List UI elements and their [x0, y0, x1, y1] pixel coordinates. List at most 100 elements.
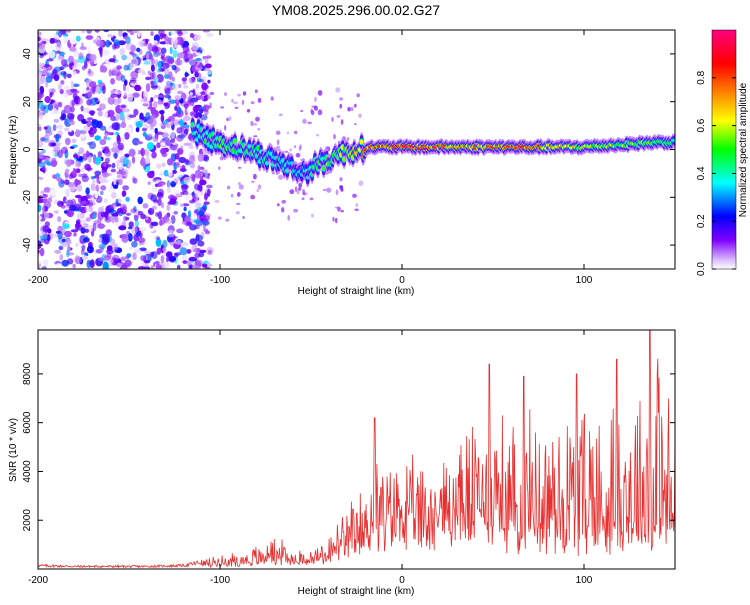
noise-cell	[74, 129, 81, 138]
y-tick-label: 0	[22, 146, 33, 152]
noise-cell	[48, 196, 52, 201]
noise-cell	[161, 261, 170, 269]
scatter-cell	[225, 218, 230, 222]
noise-cell	[191, 212, 198, 221]
noise-cell	[108, 58, 116, 63]
scatter-cell	[250, 120, 254, 127]
scatter-cell	[233, 101, 238, 105]
noise-cell	[155, 59, 159, 67]
scatter-cell	[300, 109, 304, 113]
scatter-cell	[286, 131, 289, 135]
noise-cell	[77, 114, 84, 122]
noise-cell	[106, 164, 112, 168]
noise-cell	[194, 224, 200, 230]
noise-cell	[71, 144, 78, 148]
noise-cell	[57, 101, 63, 108]
scatter-cell	[298, 183, 303, 188]
noise-cell	[167, 158, 173, 166]
noise-cell	[64, 127, 70, 131]
noise-cell	[183, 206, 187, 212]
noise-cell	[124, 132, 130, 140]
noise-cell	[171, 64, 177, 71]
noise-cell	[181, 77, 187, 82]
noise-cell	[103, 135, 108, 140]
colorbar-tick-label: 0.2	[696, 214, 707, 228]
noise-cell	[68, 127, 72, 133]
noise-cell	[39, 247, 45, 257]
noise-cell	[191, 41, 200, 51]
noise-cell	[173, 210, 178, 215]
noise-cell	[111, 122, 120, 131]
noise-cell	[113, 177, 117, 185]
noise-cell	[125, 216, 130, 221]
noise-cell	[122, 108, 130, 113]
noise-cell	[119, 30, 123, 33]
noise-cell	[55, 141, 61, 147]
noise-cell	[198, 210, 204, 217]
noise-cell	[158, 110, 165, 115]
noise-cell	[53, 249, 61, 254]
noise-cell	[99, 139, 107, 146]
noise-cell	[111, 43, 117, 50]
scatter-cell	[220, 106, 225, 109]
noise-cell	[197, 153, 204, 162]
noise-cell	[60, 80, 65, 85]
noise-cell	[74, 160, 82, 168]
noise-cell	[111, 192, 117, 199]
noise-cell	[194, 183, 200, 191]
noise-cell	[164, 88, 171, 96]
noise-cell	[120, 256, 126, 262]
noise-cell	[143, 259, 151, 264]
noise-cell	[163, 217, 170, 222]
noise-cell	[119, 48, 125, 56]
scatter-cell	[238, 182, 241, 186]
noise-cell	[105, 39, 111, 48]
noise-cell	[134, 84, 142, 92]
noise-cell	[195, 58, 202, 61]
scatter-cell	[354, 208, 359, 212]
noise-cell	[81, 219, 86, 227]
scatter-cell	[235, 211, 240, 215]
noise-cell	[73, 232, 77, 237]
noise-cell	[139, 112, 144, 122]
noise-cell	[56, 201, 64, 207]
noise-cell	[38, 151, 44, 159]
noise-cell	[63, 210, 68, 214]
noise-cell	[191, 265, 200, 269]
snr-y-label: SNR (10 * v/v)	[8, 418, 19, 482]
noise-cell	[175, 176, 180, 182]
scatter-cell	[207, 175, 210, 180]
noise-cell	[183, 85, 189, 89]
noise-cell	[86, 259, 92, 269]
noise-cell	[74, 179, 82, 185]
noise-cell	[170, 138, 176, 143]
noise-cell	[204, 63, 212, 69]
colorbar-tick-label: 0.8	[696, 70, 707, 84]
noise-cell	[128, 114, 137, 118]
scatter-cell	[226, 185, 231, 190]
noise-cell	[80, 206, 88, 214]
noise-cell	[166, 203, 171, 212]
noise-cell	[111, 261, 118, 266]
noise-cell	[179, 247, 188, 256]
noise-cell	[68, 120, 75, 126]
noise-cell	[192, 173, 196, 183]
noise-cell	[57, 177, 63, 183]
noise-cell	[116, 262, 122, 268]
noise-cell	[41, 148, 46, 154]
noise-cell	[66, 209, 75, 218]
noise-cell	[177, 106, 182, 115]
noise-cell	[167, 181, 171, 188]
noise-cell	[177, 90, 184, 95]
noise-cell	[145, 83, 151, 92]
noise-cell	[141, 261, 145, 268]
noise-cell	[57, 216, 62, 223]
noise-cell	[87, 117, 94, 121]
colorbar-tick-label: 0.0	[696, 262, 707, 276]
noise-cell	[160, 114, 165, 123]
noise-cell	[100, 190, 104, 196]
noise-cell	[183, 103, 189, 109]
noise-cell	[52, 124, 57, 132]
noise-cell	[45, 59, 49, 67]
